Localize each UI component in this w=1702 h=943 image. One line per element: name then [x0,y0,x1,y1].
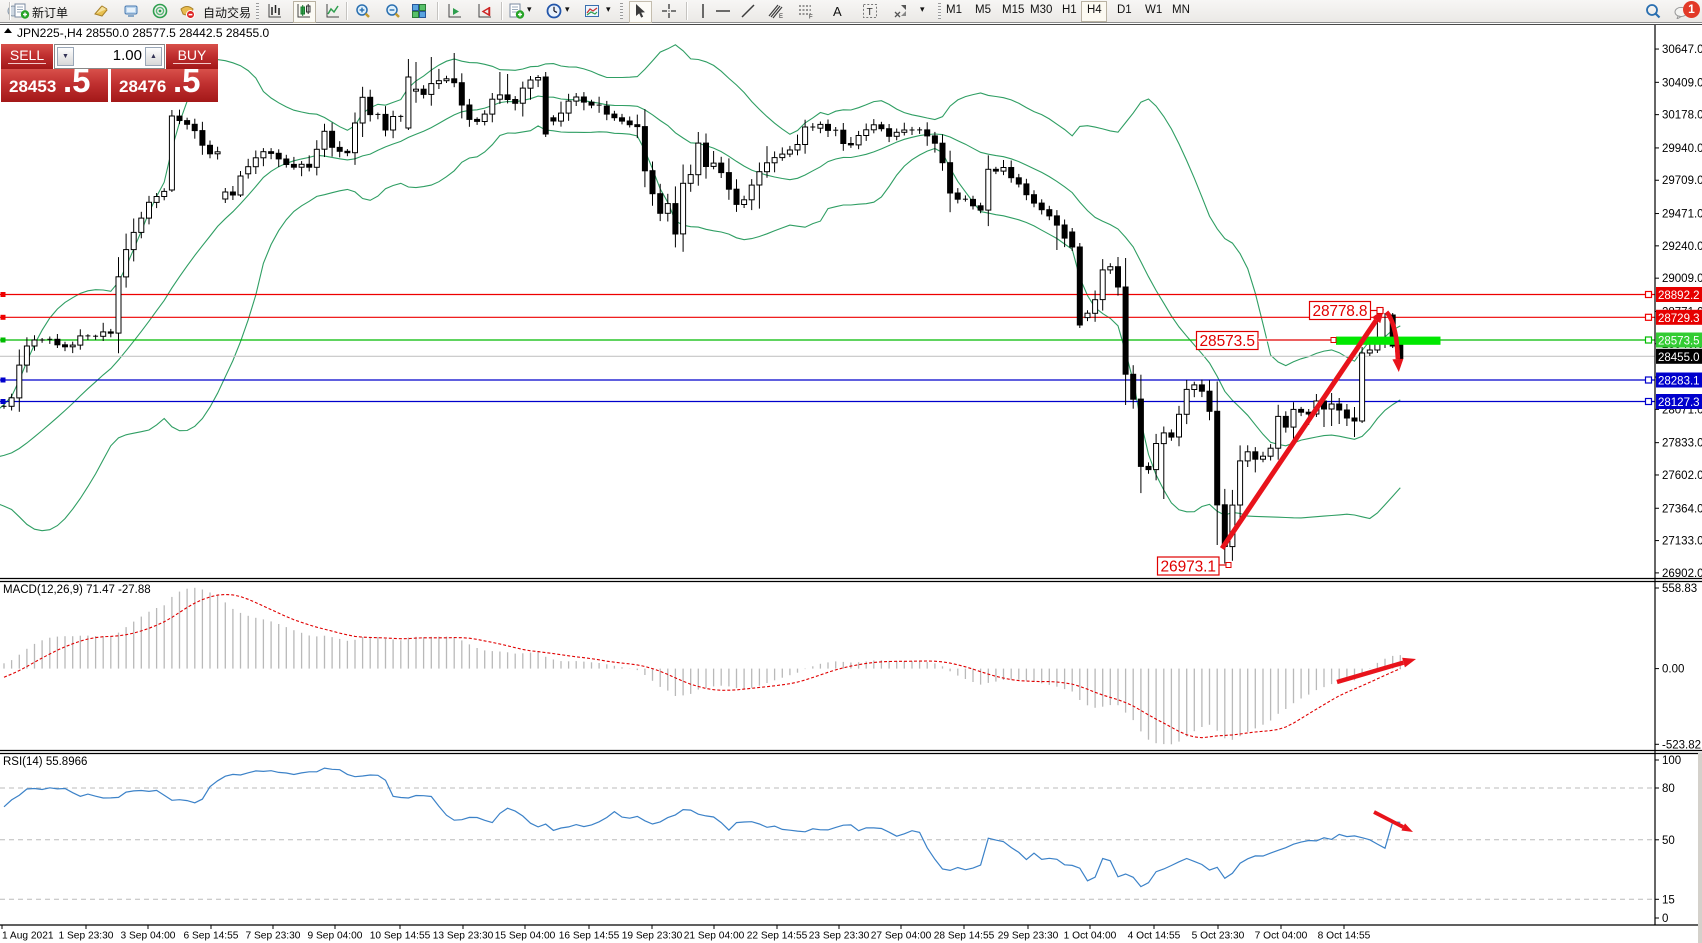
svg-text:4 Oct 14:55: 4 Oct 14:55 [1128,931,1181,942]
svg-text:27364.0: 27364.0 [1662,503,1702,515]
svg-text:30647.0: 30647.0 [1662,44,1702,56]
svg-text:0: 0 [1662,913,1668,925]
svg-text:29240.0: 29240.0 [1662,241,1702,253]
svg-text:8 Oct 14:55: 8 Oct 14:55 [1318,931,1371,942]
svg-text:23 Sep 23:30: 23 Sep 23:30 [809,931,870,942]
svg-text:T: T [867,7,873,18]
svg-text:F: F [809,15,813,20]
svg-text:6 Sep 14:55: 6 Sep 14:55 [184,931,239,942]
svg-text:28283.1: 28283.1 [1658,376,1700,388]
svg-text:1 Oct 04:00: 1 Oct 04:00 [1064,931,1117,942]
svg-text:27602.0: 27602.0 [1662,470,1702,482]
svg-text:28127.3: 28127.3 [1658,397,1700,409]
svg-text:22 Sep 14:55: 22 Sep 14:55 [747,931,808,942]
svg-text:29009.0: 29009.0 [1662,273,1702,285]
svg-text:28778.8: 28778.8 [1313,303,1368,320]
svg-text:7 Sep 23:30: 7 Sep 23:30 [246,931,301,942]
svg-text:5 Oct 23:30: 5 Oct 23:30 [1192,931,1245,942]
svg-text:0.00: 0.00 [1662,664,1684,676]
svg-text:30409.0: 30409.0 [1662,77,1702,89]
svg-text:1 Aug 2021: 1 Aug 2021 [2,931,54,942]
svg-text:29471.0: 29471.0 [1662,209,1702,221]
svg-text:16 Sep 14:55: 16 Sep 14:55 [559,931,620,942]
svg-text:80: 80 [1662,783,1675,795]
svg-text:15 Sep 04:00: 15 Sep 04:00 [495,931,556,942]
svg-text:30178.0: 30178.0 [1662,110,1702,122]
svg-text:28573.5: 28573.5 [1658,336,1700,348]
svg-text:27 Sep 04:00: 27 Sep 04:00 [871,931,932,942]
svg-text:100: 100 [1662,755,1681,767]
svg-text:19 Sep 23:30: 19 Sep 23:30 [622,931,683,942]
svg-text:26973.1: 26973.1 [1161,559,1217,576]
svg-text:28573.5: 28573.5 [1200,333,1256,350]
svg-text:29709.0: 29709.0 [1662,175,1702,187]
svg-text:29 Sep 23:30: 29 Sep 23:30 [998,931,1059,942]
svg-text:28892.2: 28892.2 [1658,290,1700,302]
svg-text:RSI(14) 55.8966: RSI(14) 55.8966 [3,756,87,768]
svg-text:50: 50 [1662,835,1675,847]
svg-text:MACD(12,26,9) 71.47 -27.88: MACD(12,26,9) 71.47 -27.88 [3,584,151,596]
svg-text:27133.0: 27133.0 [1662,536,1702,548]
svg-text:558.83: 558.83 [1662,583,1697,595]
svg-text:3 Sep 04:00: 3 Sep 04:00 [121,931,176,942]
svg-text:-523.82: -523.82 [1662,739,1701,751]
svg-text:29940.0: 29940.0 [1662,143,1702,155]
svg-text:9 Sep 04:00: 9 Sep 04:00 [308,931,363,942]
svg-text:10 Sep 14:55: 10 Sep 14:55 [370,931,431,942]
svg-text:JPN225-,H4 28550.0 28577.5 28: JPN225-,H4 28550.0 28577.5 28442.5 28455… [17,26,270,40]
svg-text:27833.0: 27833.0 [1662,438,1702,450]
svg-text:28729.3: 28729.3 [1658,313,1700,325]
svg-text:26902.0: 26902.0 [1662,568,1702,580]
svg-text:28455.0: 28455.0 [1658,352,1700,364]
svg-text:1 Sep 23:30: 1 Sep 23:30 [59,931,114,942]
svg-text:13 Sep 23:30: 13 Sep 23:30 [433,931,494,942]
svg-text:E: E [779,14,783,19]
svg-text:28 Sep 14:55: 28 Sep 14:55 [934,931,995,942]
svg-text:21 Sep 04:00: 21 Sep 04:00 [684,931,745,942]
svg-text:7 Oct 04:00: 7 Oct 04:00 [1255,931,1308,942]
svg-text:15: 15 [1662,894,1675,906]
